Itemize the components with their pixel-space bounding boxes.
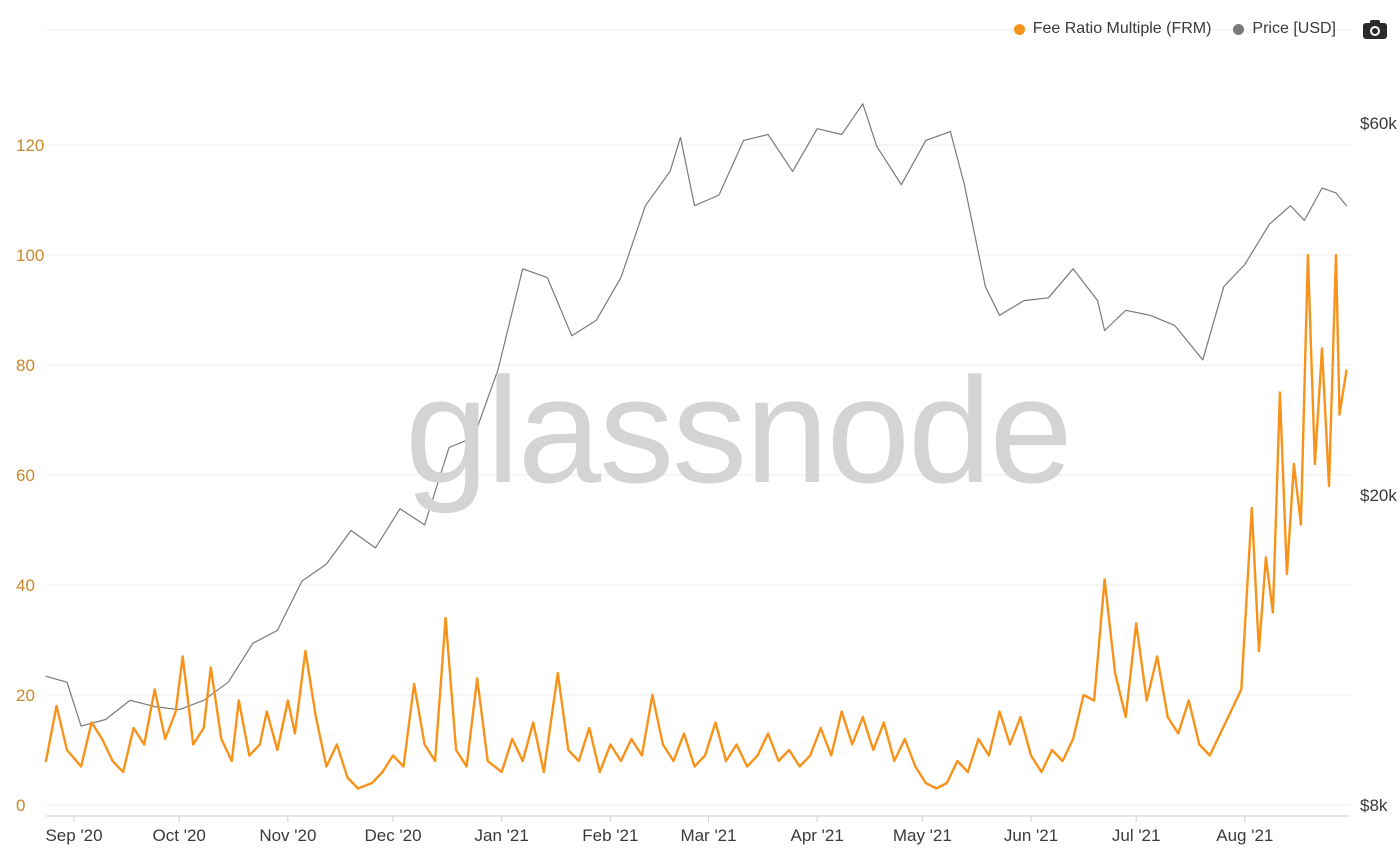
x-tick-label: Nov '20 (259, 826, 316, 845)
left-tick-label: 120 (16, 136, 44, 155)
x-tick-label: May '21 (893, 826, 952, 845)
legend: Fee Ratio Multiple (FRM) Price [USD] (1013, 18, 1388, 40)
right-tick-label: $60k (1360, 114, 1397, 133)
x-tick-label: Sep '20 (45, 826, 102, 845)
price-legend-label: Price [USD] (1252, 20, 1336, 37)
x-tick-label: Aug '21 (1216, 826, 1273, 845)
series-layer (44, 103, 1348, 790)
x-tick-label: Jan '21 (475, 826, 529, 845)
left-tick-label: 80 (16, 356, 35, 375)
x-tick-label: Jun '21 (1004, 826, 1058, 845)
price-legend-dot (1233, 23, 1245, 35)
x-tick-label: Apr '21 (791, 826, 844, 845)
legend-item-frm[interactable]: Fee Ratio Multiple (FRM) (1013, 20, 1212, 38)
right-tick-label: $8k (1360, 796, 1388, 815)
left-tick-label: 0 (16, 796, 25, 815)
price-series-line (45, 103, 1348, 727)
camera-icon[interactable] (1362, 18, 1388, 40)
x-tick-label: Dec '20 (364, 826, 421, 845)
frm-legend-label: Fee Ratio Multiple (FRM) (1032, 20, 1212, 37)
frm-series-line (44, 253, 1348, 790)
x-tick-label: Feb '21 (582, 826, 638, 845)
right-tick-label: $20k (1360, 486, 1397, 505)
frm-legend-dot (1013, 23, 1025, 35)
x-axis: Sep '20 Oct '20 Nov '20 Dec '20 Jan '21 Feb '… (45, 815, 1350, 845)
x-tick-label: Jul '21 (1112, 826, 1161, 845)
left-tick-label: 20 (16, 686, 35, 705)
x-tick-label: Mar '21 (680, 826, 736, 845)
grid (46, 29, 1350, 806)
left-tick-label: 100 (16, 246, 44, 265)
left-tick-label: 40 (16, 576, 35, 595)
legend-item-price[interactable]: Price [USD] (1233, 20, 1336, 38)
right-y-axis: $8k $20k $60k (1360, 114, 1397, 815)
x-tick-label: Oct '20 (153, 826, 206, 845)
left-tick-label: 60 (16, 466, 35, 485)
left-y-axis: 0 20 40 60 80 100 120 (16, 136, 44, 815)
